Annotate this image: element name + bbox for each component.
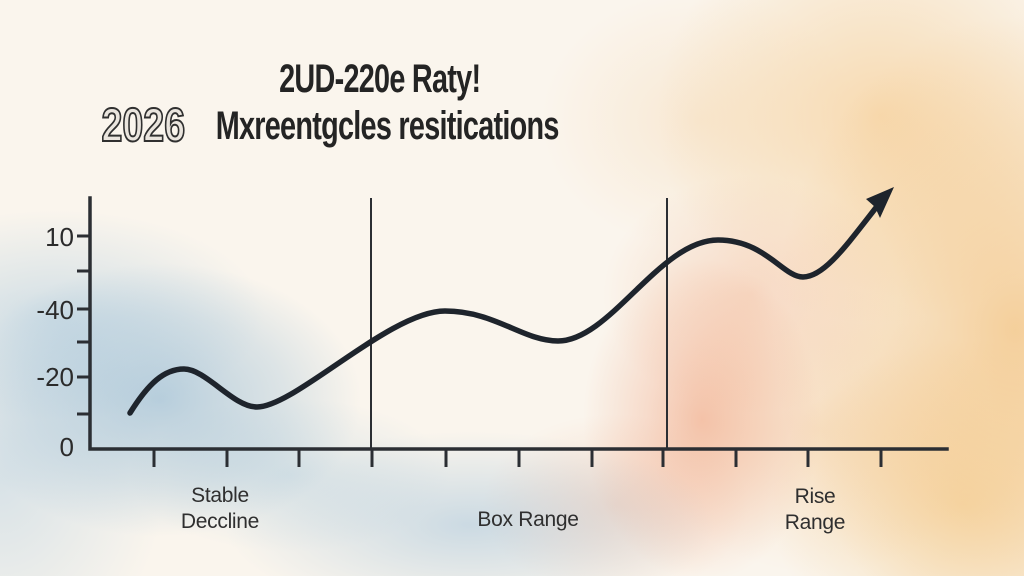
chart-title: 2UD-220e Raty! xyxy=(130,57,630,101)
zone-label-box-range: Box Range xyxy=(418,507,638,533)
year-label: 2026 xyxy=(83,98,203,151)
zone-label-line: Box Range xyxy=(477,508,579,531)
zone-label-line: Stable xyxy=(191,484,249,507)
zone-label-line: Rise xyxy=(794,485,836,508)
zone-label-stable-deccline: Stable Deccline xyxy=(120,483,320,535)
chart-title-text: 2UD-220e Raty! xyxy=(279,57,481,101)
trend-curve xyxy=(127,197,885,416)
trend-arrow-head-icon xyxy=(866,187,894,218)
chart-subtitle: Mxreentgcles resitications xyxy=(137,104,637,148)
year-label-text: 2026 xyxy=(100,98,185,151)
y-tick-label: 10 xyxy=(45,222,74,252)
y-axis-ticks xyxy=(77,234,90,416)
zone-label-line: Range xyxy=(784,511,846,534)
zone-label-rise-range: Rise Range xyxy=(715,484,915,536)
y-tick-label: -40 xyxy=(36,295,74,325)
axes xyxy=(88,196,949,451)
y-tick-label: -20 xyxy=(36,362,74,392)
zone-dividers xyxy=(370,198,668,449)
x-axis-ticks xyxy=(152,449,883,467)
zone-label-line: Deccline xyxy=(180,510,260,533)
chart-subtitle-text: Mxreentgcles resitications xyxy=(215,104,559,148)
y-tick-label: 0 xyxy=(59,432,74,462)
